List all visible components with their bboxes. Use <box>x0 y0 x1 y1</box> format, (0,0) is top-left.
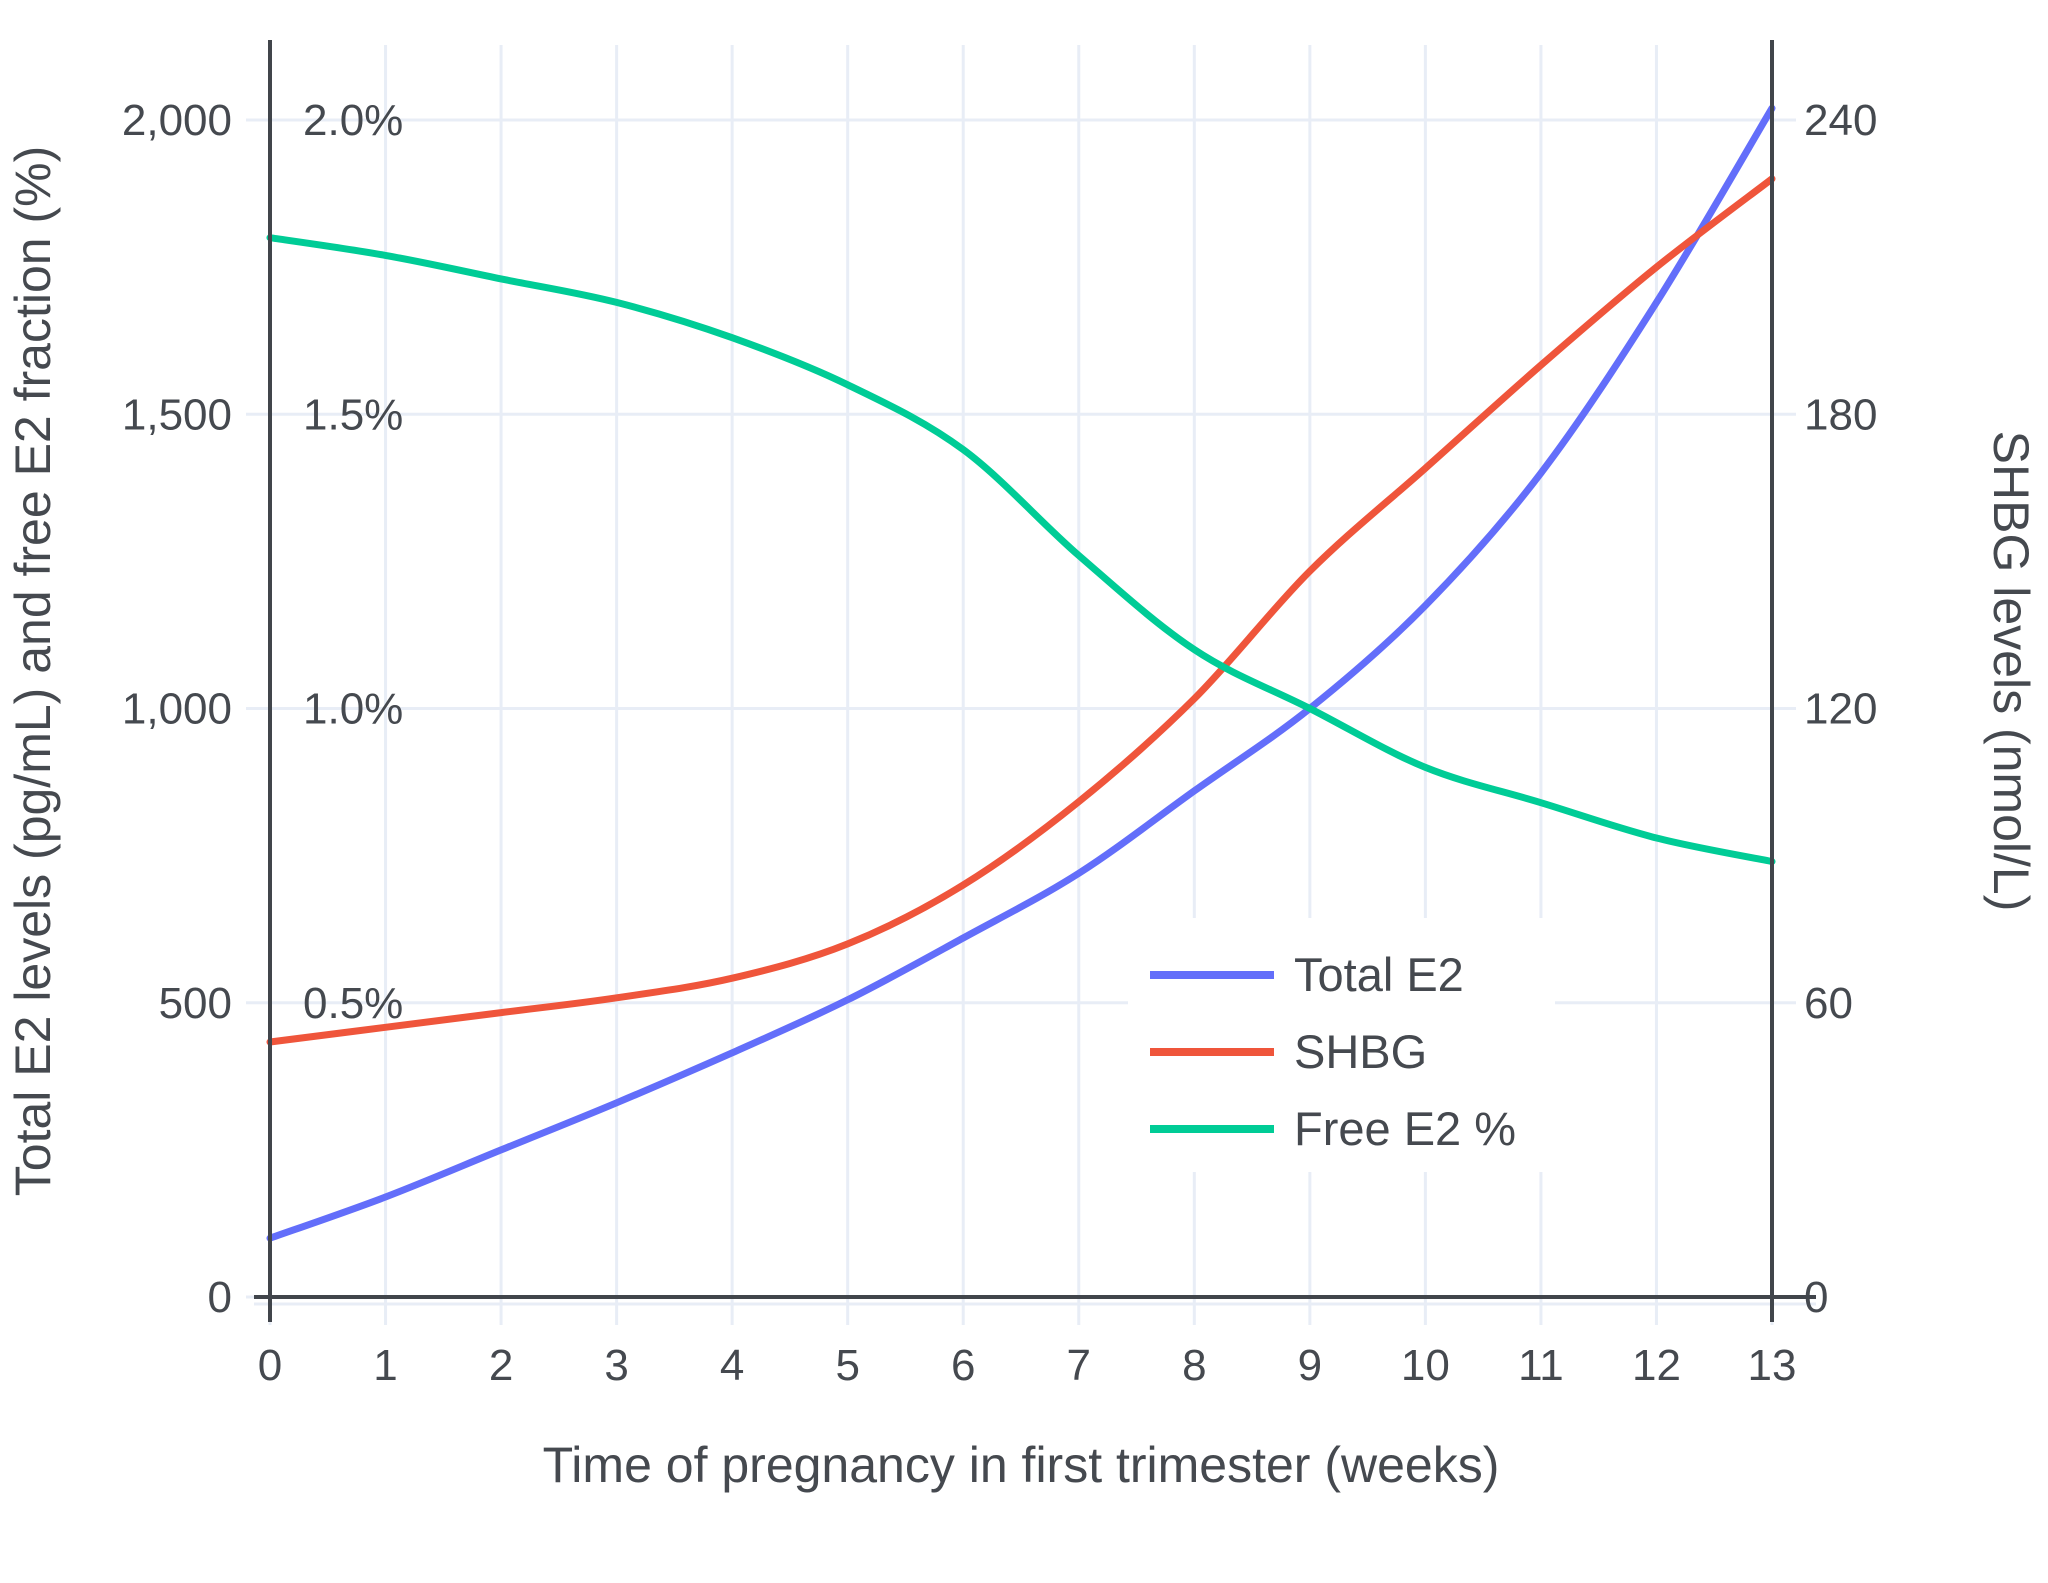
percent-label: 1.0% <box>303 685 403 734</box>
x-axis-tick-label: 13 <box>1748 1341 1797 1390</box>
x-axis-tick-label: 1 <box>373 1341 397 1390</box>
legend-label-free-e2: Free E2 % <box>1294 1102 1516 1155</box>
legend-item-shbg[interactable]: SHBG <box>1150 1025 1427 1078</box>
legend: Total E2 SHBG Free E2 % <box>1150 948 1516 1155</box>
x-axis-tick-label: 12 <box>1632 1341 1681 1390</box>
percent-label: 0.5% <box>303 979 403 1028</box>
percent-label: 1.5% <box>303 390 403 439</box>
data-curves <box>266 104 1776 1242</box>
x-axis-tick-label: 10 <box>1401 1341 1450 1390</box>
left-axis-tick-label: 1,500 <box>122 390 232 439</box>
x-axis-tick-label: 11 <box>1518 1341 1564 1390</box>
curve-total-e2[interactable] <box>266 104 1776 1242</box>
left-axis-tick-label: 0 <box>208 1273 232 1322</box>
y-axis-title-right: SHBG levels (nmol/L) <box>1983 431 2039 912</box>
x-axis-title: Time of pregnancy in first trimester (we… <box>543 1437 1500 1493</box>
legend-label-total-e2: Total E2 <box>1294 948 1464 1001</box>
right-axis-tick-label: 240 <box>1804 96 1877 145</box>
curve-free-e2[interactable] <box>266 234 1776 865</box>
x-axis-tick-label: 2 <box>489 1341 513 1390</box>
legend-item-total-e2[interactable]: Total E2 <box>1150 948 1464 1001</box>
right-axis-tick-label: 120 <box>1804 685 1877 734</box>
right-axis-tick-label: 180 <box>1804 390 1877 439</box>
x-axis-tick-label: 7 <box>1067 1341 1091 1390</box>
y-axis-title-left: Total E2 levels (pg/mL) and free E2 frac… <box>5 146 61 1196</box>
x-axis-tick-label: 0 <box>258 1341 282 1390</box>
axis-tick-labels: 05001,0001,5002,0000.5%1.0%1.5%2.0%06012… <box>122 96 1878 1390</box>
left-axis-tick-label: 500 <box>159 979 232 1028</box>
x-axis-tick-label: 6 <box>951 1341 975 1390</box>
axis-lines <box>254 40 1816 1322</box>
legend-label-shbg: SHBG <box>1294 1025 1427 1078</box>
x-axis-tick-label: 9 <box>1298 1341 1322 1390</box>
legend-item-free-e2[interactable]: Free E2 % <box>1150 1102 1516 1155</box>
gridlines <box>254 45 1816 1306</box>
percent-label: 2.0% <box>303 96 403 145</box>
right-axis-tick-label: 60 <box>1804 979 1853 1028</box>
left-axis-tick-label: 2,000 <box>122 96 232 145</box>
left-axis-tick-label: 1,000 <box>122 685 232 734</box>
curve-shbg[interactable] <box>266 175 1776 1046</box>
x-axis-tick-label: 3 <box>604 1341 628 1390</box>
x-axis-tick-label: 5 <box>835 1341 859 1390</box>
x-axis-tick-label: 4 <box>720 1341 744 1390</box>
x-axis-tick-label: 8 <box>1182 1341 1206 1390</box>
axis-tick-marks <box>246 118 1796 1325</box>
